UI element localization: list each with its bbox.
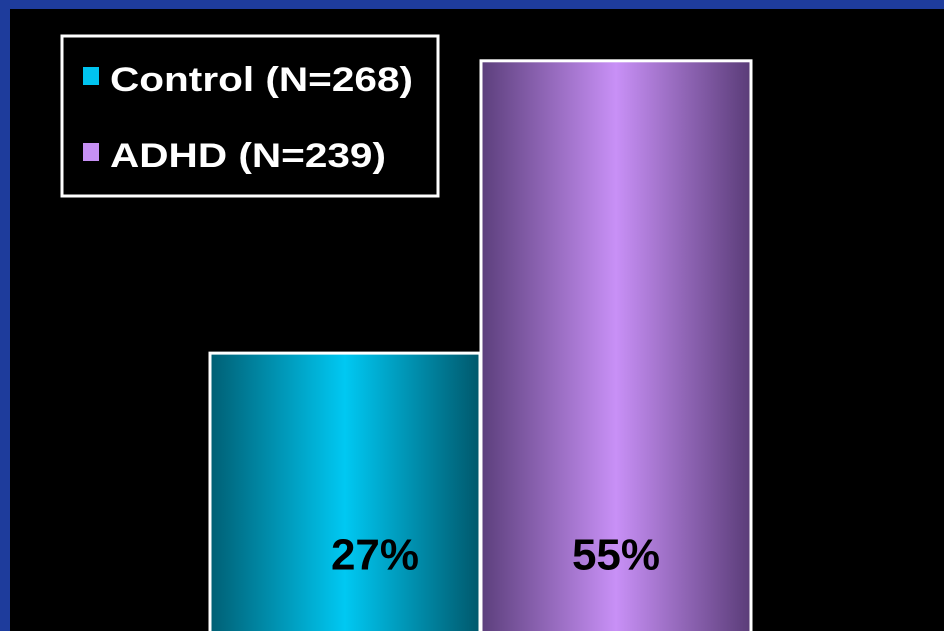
- data-label: 55%: [572, 531, 660, 580]
- data-label: 27%: [331, 531, 419, 580]
- legend-box: [60, 34, 440, 198]
- legend-label: ADHD (N=239): [110, 137, 386, 175]
- bar: [479, 59, 753, 631]
- bar: [208, 351, 482, 631]
- legend-swatch: [83, 143, 99, 161]
- legend-label: Control (N=268): [110, 61, 413, 99]
- legend-swatch: [83, 67, 99, 85]
